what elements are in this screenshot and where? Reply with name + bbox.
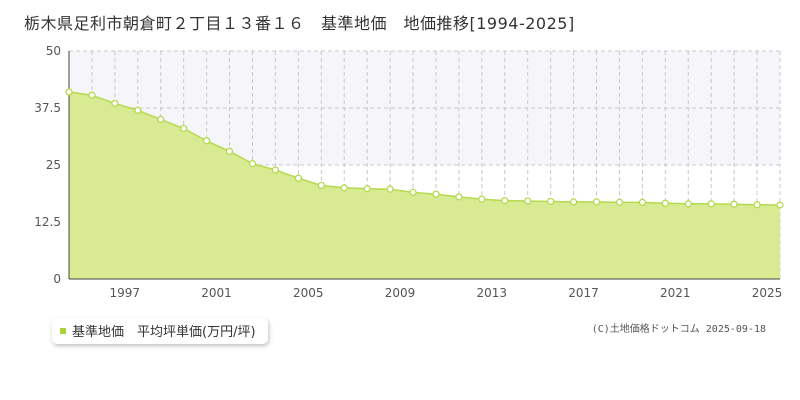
data-point (180, 124, 188, 133)
data-point (455, 193, 463, 201)
data-point (157, 115, 165, 124)
data-point (707, 200, 715, 208)
data-point (684, 200, 692, 208)
data-point (478, 195, 486, 203)
marker-layer (65, 88, 784, 209)
data-point (776, 201, 784, 209)
x-tick-labels: 1997 2001 2005 2009 2013 2017 2021 2025 (110, 286, 783, 300)
data-point (386, 185, 394, 193)
data-point (111, 99, 119, 108)
legend-label: 基準地価 平均坪単価(万円/坪) (72, 325, 256, 340)
data-point (340, 184, 348, 192)
chart-title: 栃木県足利市朝倉町２丁目１３番１６ 基準地価 地価推移[1994-2025] (24, 14, 575, 33)
data-point (661, 199, 669, 207)
y-tick-label: 25 (46, 158, 61, 172)
y-tick-label: 0 (53, 272, 61, 286)
x-tick-label: 2017 (568, 286, 599, 300)
legend-square-icon (60, 327, 66, 334)
data-point (248, 159, 257, 168)
x-tick-label: 2001 (201, 286, 232, 300)
data-point (569, 198, 578, 206)
data-point (409, 188, 417, 197)
data-point (615, 198, 624, 207)
data-point (65, 88, 73, 96)
x-tick-label: 1997 (110, 286, 141, 300)
y-tick-label: 12.5 (34, 215, 61, 229)
data-point (753, 201, 761, 209)
price-line (68, 91, 781, 206)
data-point (524, 197, 532, 205)
data-point (134, 106, 142, 114)
data-point (501, 196, 509, 205)
data-point (88, 91, 96, 99)
copyright-credit: (C)土地価格ドットコム 2025-09-18 (591, 324, 766, 335)
data-point (317, 181, 325, 190)
data-point (294, 174, 303, 182)
y-tick-labels: 0 12.5 25 37.5 50 (34, 44, 61, 286)
data-point (592, 198, 601, 206)
data-point (225, 147, 234, 155)
x-tick-label: 2009 (385, 286, 416, 300)
data-point (432, 190, 440, 198)
y-tick-label: 50 (46, 44, 61, 58)
data-point (271, 166, 280, 174)
data-point (363, 185, 371, 193)
y-tick-label: 37.5 (34, 101, 61, 115)
data-point (638, 198, 647, 207)
x-tick-label: 2025 (752, 286, 783, 300)
x-tick-label: 2013 (477, 286, 508, 300)
data-point (202, 137, 211, 145)
data-point (730, 200, 738, 208)
data-point (546, 197, 555, 206)
x-tick-label: 2005 (293, 286, 324, 300)
x-tick-label: 2021 (660, 286, 691, 300)
legend: 基準地価 平均坪単価(万円/坪) (52, 318, 268, 344)
price-area (69, 92, 780, 279)
